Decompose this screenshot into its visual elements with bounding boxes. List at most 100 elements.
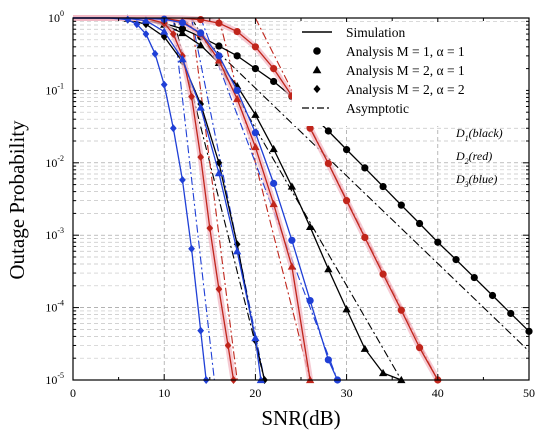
- note-index: 3: [464, 180, 469, 189]
- y-tick-base: 10: [45, 228, 57, 242]
- user-color-notes: D1(black)D2(red)D3(blue): [455, 126, 503, 189]
- y-tick-exponent: 0: [60, 9, 64, 18]
- x-tick-label: 40: [432, 386, 444, 400]
- marker-diamond: [151, 49, 159, 58]
- x-tick-label: 0: [70, 386, 76, 400]
- marker-circle: [434, 238, 442, 246]
- y-tick-exponent: -3: [57, 226, 64, 235]
- y-tick-label: 10-5: [45, 371, 64, 387]
- marker-circle: [324, 127, 332, 135]
- marker-triangle: [360, 344, 369, 352]
- legend-label: Analysis M = 1, α = 1: [346, 44, 465, 59]
- y-tick-exponent: -1: [57, 81, 64, 90]
- marker-diamond: [206, 224, 214, 233]
- marker-circle: [470, 273, 478, 282]
- marker-circle: [397, 306, 405, 314]
- marker-circle: [178, 25, 187, 33]
- marker-circle: [251, 129, 259, 137]
- y-tick-base: 10: [45, 373, 57, 387]
- marker-circle: [270, 179, 278, 187]
- axis-ticks: [72, 17, 530, 381]
- y-tick-base: 10: [45, 156, 57, 170]
- y-tick-label: 100: [48, 9, 64, 25]
- marker-circle: [379, 182, 387, 191]
- marker-triangle: [233, 247, 242, 255]
- asymptotic-line-d1: [172, 17, 266, 381]
- x-tick-label: 10: [158, 386, 170, 400]
- y-tick-label: 10-1: [45, 81, 64, 97]
- marker-circle: [215, 52, 223, 60]
- marker-diamond: [179, 175, 186, 184]
- marker-triangle: [312, 65, 322, 74]
- marker-circle: [251, 65, 259, 73]
- marker-triangle: [342, 305, 351, 313]
- marker-triangle: [233, 94, 242, 103]
- marker-triangle: [269, 144, 278, 153]
- marker-diamond: [188, 244, 195, 253]
- marker-circle: [197, 16, 205, 24]
- marker-diamond: [142, 20, 150, 29]
- x-tick-label: 30: [341, 386, 353, 400]
- x-tick-labels: 0 10 20 30 40 50: [70, 386, 535, 400]
- note-d3: D3(blue): [455, 172, 497, 189]
- marker-circle: [233, 86, 241, 94]
- y-tick-exponent: -5: [57, 371, 64, 380]
- marker-diamond: [197, 153, 205, 162]
- marker-circle: [313, 47, 321, 55]
- legend-label: Asymptotic: [346, 101, 409, 116]
- marker-diamond: [197, 326, 205, 335]
- legend-label: Analysis M = 2, α = 2: [346, 82, 465, 97]
- marker-circle: [397, 201, 405, 209]
- marker-circle: [507, 309, 515, 318]
- marker-circle: [415, 344, 424, 352]
- marker-circle: [306, 124, 314, 132]
- y-tick-label: 10-2: [45, 154, 64, 170]
- y-tick-label: 10-3: [45, 226, 64, 242]
- legend-background: [292, 22, 526, 126]
- marker-circle: [215, 19, 223, 27]
- marker-triangle: [178, 55, 187, 63]
- marker-triangle: [251, 110, 260, 118]
- marker-circle: [270, 65, 278, 73]
- marker-circle: [215, 42, 223, 50]
- marker-triangle: [196, 103, 205, 111]
- legend: Simulation Analysis M = 1, α = 1 Analysis …: [292, 22, 526, 126]
- marker-triangle: [305, 222, 315, 231]
- marker-triangle: [251, 142, 260, 151]
- legend-label: Analysis M = 2, α = 1: [346, 63, 465, 78]
- asymptotic-line-d1: [182, 17, 530, 352]
- marker-circle: [178, 19, 187, 27]
- note-user: D: [455, 172, 465, 186]
- marker-diamond: [160, 80, 168, 89]
- note-user: D: [455, 149, 465, 163]
- marker-triangle: [269, 199, 278, 208]
- marker-triangle: [287, 182, 297, 190]
- note-color-word: (red): [469, 149, 493, 163]
- marker-circle: [452, 256, 460, 264]
- asymptotic-line-d3: [191, 17, 266, 381]
- marker-circle: [324, 159, 332, 168]
- marker-diamond: [215, 285, 223, 294]
- marker-triangle: [178, 28, 187, 37]
- marker-circle: [197, 29, 205, 37]
- marker-diamond: [169, 30, 177, 39]
- marker-circle: [361, 233, 369, 242]
- marker-triangle: [214, 56, 224, 64]
- note-d1: D1(black): [455, 126, 503, 143]
- marker-circle: [343, 146, 351, 154]
- marker-circle: [251, 43, 259, 51]
- marker-triangle: [324, 264, 333, 273]
- note-index: 1: [465, 134, 469, 143]
- x-tick-label: 20: [249, 386, 261, 400]
- note-color-word: (black): [469, 126, 503, 140]
- marker-triangle: [378, 368, 388, 377]
- marker-triangle: [160, 27, 169, 35]
- marker-circle: [415, 219, 424, 228]
- marker-circle: [233, 27, 241, 36]
- y-tick-base: 10: [45, 83, 57, 97]
- y-tick-exponent: -4: [57, 299, 64, 308]
- y-tick-base: 10: [48, 11, 60, 25]
- marker-triangle: [141, 16, 151, 24]
- marker-triangle: [251, 333, 260, 342]
- marker-circle: [343, 197, 351, 205]
